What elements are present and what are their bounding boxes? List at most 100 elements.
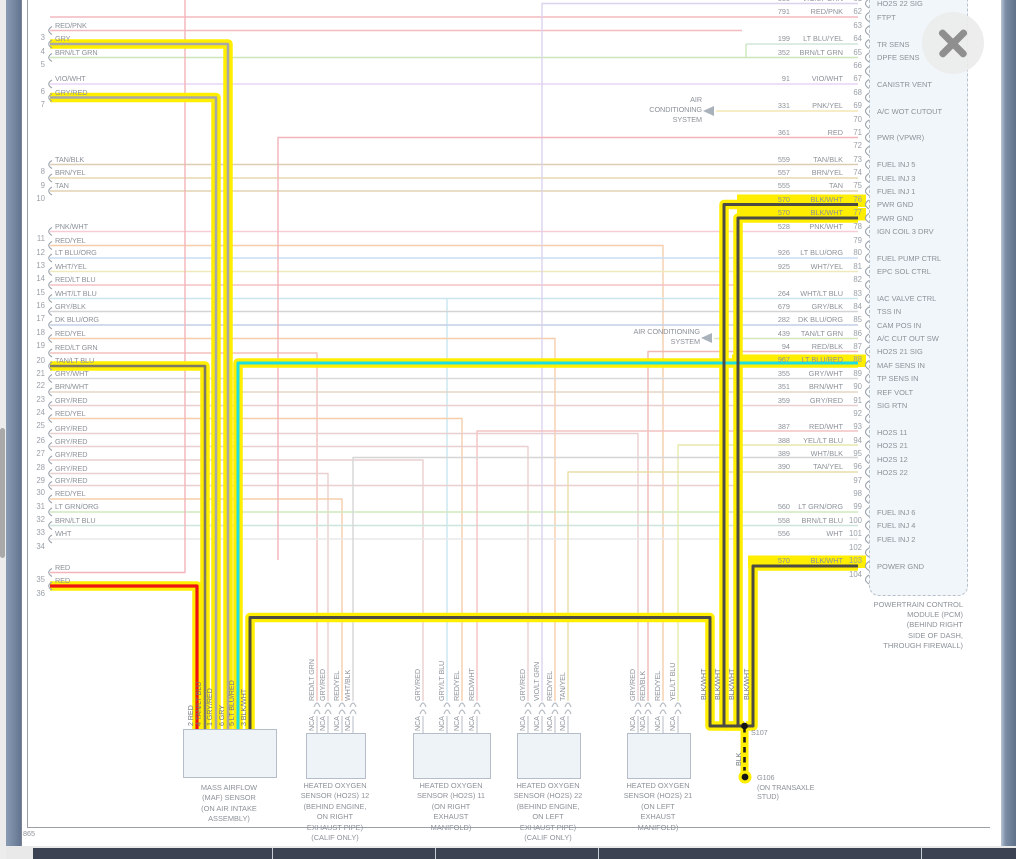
left-pin-number: 34 — [36, 541, 45, 551]
right-wire-color-label: RED/PNK — [810, 7, 843, 16]
right-wire-color-label: TAN/BLK — [813, 154, 843, 164]
left-wire-color-label: TAN/LT BLU — [55, 356, 95, 365]
right-connector-pin-arc — [864, 333, 870, 344]
right-connector-pin-arc — [864, 346, 870, 357]
wire-traced — [50, 42, 230, 729]
ho2s11-wire-color-label: GRY/LT BLU — [437, 660, 446, 701]
pcm-pin-function-label: HO2S 21 — [877, 441, 908, 450]
right-pin-number: 83 — [853, 288, 862, 298]
nca-label: NCA — [437, 716, 446, 731]
figure-reference-number: 865 — [23, 829, 35, 838]
pcm-pin-function-label: FTPT — [877, 12, 896, 22]
wire-traced — [736, 216, 858, 726]
left-wire-color-label: RED/YEL — [55, 235, 86, 245]
right-wire-color-label: VIO/LT GRN — [783, 0, 843, 3]
nca-label: NCA — [638, 716, 647, 731]
toolbar-button-3[interactable] — [435, 848, 598, 859]
right-wire-color-label: RED/BLK — [811, 341, 843, 351]
right-pin-number: 102 — [848, 542, 862, 552]
right-circuit-number: 355 — [777, 368, 790, 378]
right-connector-pin-arc — [864, 440, 870, 451]
left-connector-pin-arc — [48, 294, 53, 303]
right-pin-number: 85 — [853, 315, 862, 324]
nca-label: NCA — [653, 716, 662, 731]
left-connector-pin-arc — [48, 241, 53, 250]
toolbar-button-5[interactable] — [921, 848, 1016, 859]
left-connector-pin-arc — [48, 507, 53, 517]
left-wire-color-label: BRN/WHT — [55, 382, 89, 391]
left-pin-number: 19 — [36, 341, 45, 350]
ho2s11-wire-color-label: RED/YEL — [452, 670, 461, 701]
wire-break-chevron — [473, 702, 481, 715]
blk-wht-wire-label: BLK/WHT — [727, 668, 736, 700]
ho2s12-wire-color-label: RED/LT GRN — [307, 659, 316, 701]
left-pin-number: 17 — [36, 314, 45, 323]
right-wire-color-label: TAN/LT GRN — [800, 328, 843, 338]
pcm-pin-function-label: SIG RTN — [877, 401, 908, 410]
right-pin-number: 88 — [853, 355, 862, 364]
right-pin-number: 79 — [853, 235, 862, 245]
right-connector-pin-arc — [864, 494, 870, 504]
right-circuit-number: 351 — [777, 382, 790, 391]
toolbar-button-1[interactable] — [33, 848, 272, 859]
close-button[interactable] — [922, 12, 984, 74]
right-wire-color-label: BRN/LT BLU — [801, 515, 844, 525]
splice-dot — [741, 722, 748, 730]
ho2s21-caption: (ON LEFT — [641, 801, 675, 811]
left-scrollbar-thumb[interactable] — [0, 428, 5, 558]
pcm-pin-function-label: HO2S 12 — [877, 454, 908, 464]
wire — [50, 472, 329, 701]
left-pin-number: 30 — [36, 488, 45, 497]
ho2s11-wire-color-label: GRY/RED — [413, 669, 422, 701]
right-wire-color-label: LT GRN/ORG — [798, 502, 843, 511]
ac-arrow-icon — [703, 106, 714, 116]
left-pin-number: 18 — [36, 327, 45, 337]
toolbar-button-4[interactable] — [598, 848, 921, 859]
maf-caption: ASSEMBLY) — [208, 814, 250, 824]
pcm-pin-function-label: TSS IN — [877, 307, 902, 316]
pcm-pin-function-label: CANISTR VENT — [877, 79, 933, 89]
right-connector-pin-arc — [864, 427, 870, 437]
pcm-pin-function-label: EPC SOL CTRL — [877, 267, 931, 276]
pcm-pin-function-label: FUEL INJ 1 — [877, 186, 916, 196]
ho2s21-box — [627, 733, 691, 779]
left-connector-pin-arc — [48, 429, 53, 438]
right-pin-number: 61 — [844, 0, 862, 3]
left-wire-color-label: GRY/RED — [55, 450, 88, 459]
right-pin-number: 71 — [853, 127, 862, 137]
right-connector-pin-arc — [864, 266, 870, 277]
right-connector-pin-arc — [864, 253, 870, 263]
left-pin-number: 21 — [36, 368, 45, 378]
left-connector-pin-arc — [48, 227, 53, 236]
pcm-pin-function-label: PWR GND — [877, 213, 914, 223]
ho2s22-caption: SENSOR (HO2S) 22 — [513, 791, 583, 801]
left-wire-color-label: RED/YEL — [55, 328, 86, 338]
right-pin-number: 100 — [848, 515, 862, 525]
right-wire-color-label: BRN/LT GRN — [799, 47, 843, 57]
pcm-pin-function-label: FUEL INJ 5 — [877, 160, 916, 169]
right-pin-number: 76 — [853, 194, 862, 204]
right-connector-pin-arc — [864, 413, 870, 424]
nca-label: NCA — [452, 716, 461, 731]
right-wire-color-label: VIO/WHT — [811, 74, 843, 83]
ho2s21-wire-color-label: RED/YEL — [653, 670, 662, 701]
pcm-pin-function-label: HO2S 21 SIG — [877, 347, 923, 356]
pcm-pin-function-label: FUEL INJ 6 — [877, 507, 916, 517]
pcm-pin-function-label: TP SENS IN — [877, 374, 919, 383]
ho2s21-wire-color-label: RED/BLK — [638, 670, 647, 701]
right-pin-number: 62 — [853, 7, 862, 16]
ac-system-label: AIR CONDITIONING SYSTEM — [633, 327, 700, 346]
toolbar-button-2[interactable] — [272, 848, 435, 859]
wire — [50, 417, 463, 701]
ho2s21-caption: SENSOR (HO2S) 21 — [623, 791, 693, 801]
wire-break-chevron — [674, 702, 682, 715]
ho2s12-caption: EXHAUST PIPE) — [306, 822, 364, 832]
wire-break-chevron — [458, 702, 466, 715]
right-pin-number: 74 — [853, 168, 862, 177]
right-pin-number: 77 — [853, 208, 862, 217]
wire — [647, 350, 858, 701]
left-wire-color-label: RED/LT GRN — [55, 343, 98, 352]
pcm-pin-function-label: FUEL INJ 4 — [877, 521, 916, 530]
ho2s12-box — [306, 733, 366, 779]
right-connector-pin-arc — [864, 547, 870, 558]
